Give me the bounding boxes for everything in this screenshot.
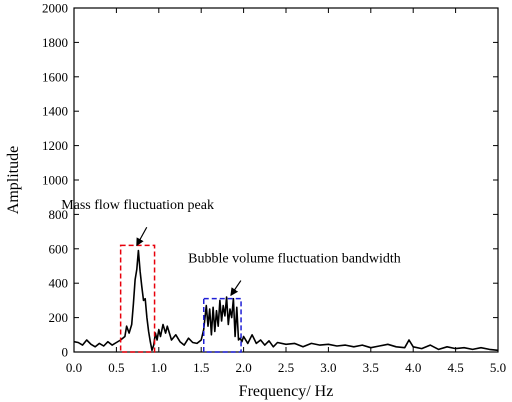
y-tick-label: 1200 (42, 138, 68, 153)
x-tick-label: 2.0 (235, 360, 251, 375)
x-tick-label: 3.5 (363, 360, 379, 375)
y-tick-label: 200 (49, 310, 69, 325)
x-axis-title: Frequency/ Hz (239, 383, 334, 400)
annotation-label-2: Bubble volume fluctuation bandwidth (188, 252, 401, 267)
x-tick-label: 4.5 (447, 360, 463, 375)
y-tick-label: 400 (49, 276, 69, 291)
y-tick-label: 1600 (42, 69, 68, 84)
y-tick-label: 0 (62, 345, 69, 360)
y-tick-label: 2000 (42, 1, 68, 16)
plot-frame (73, 7, 499, 353)
annotation-box-2 (202, 297, 242, 353)
y-tick-label: 800 (49, 207, 69, 222)
y-tick-label: 1800 (42, 35, 68, 50)
x-tick-label: 0.5 (108, 360, 124, 375)
x-tick-label: 1.0 (151, 360, 167, 375)
annotation-arrow-1 (136, 226, 148, 247)
x-tick-label: 2.5 (278, 360, 294, 375)
x-tick-label: 1.5 (193, 360, 209, 375)
annotation-arrow-2 (230, 280, 242, 297)
annotation-label-1: Mass flow fluctuation peak (61, 198, 214, 213)
spectrum-line (73, 249, 499, 352)
y-tick-label: 600 (49, 241, 69, 256)
y-tick-label: 1000 (42, 173, 68, 188)
plot-area: 0 200 400 600 800 1000 1200 1400 1600 1800 2000 0.0… (42, 1, 506, 376)
y-tick-label: 1400 (42, 104, 68, 119)
x-tick-label: 3.0 (320, 360, 336, 375)
y-axis-title: Amplitude (5, 146, 22, 214)
x-tick-label: 0.0 (66, 360, 82, 375)
x-tick-label: 5.0 (490, 360, 506, 375)
x-tick-label: 4.0 (405, 360, 421, 375)
